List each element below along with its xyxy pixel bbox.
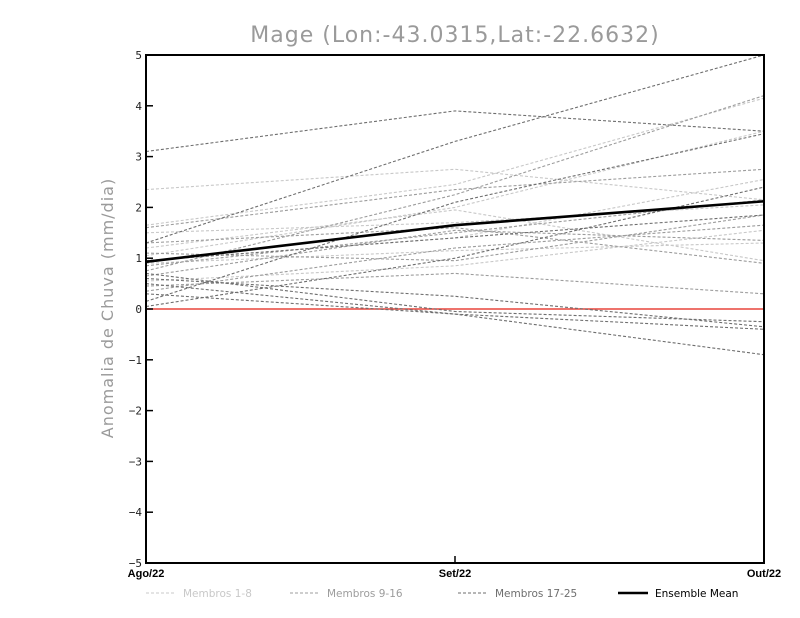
y-tick-label: −4 [129,506,143,519]
series-layer [145,54,765,356]
series-line-member-15 [145,224,765,292]
y-tick-label: −2 [129,405,142,418]
y-tick-label: 4 [135,100,142,113]
series-line-member-1 [145,168,765,201]
series-line-member-13 [145,272,765,295]
series-line-member-3 [145,209,765,262]
series-line-member-5 [145,130,765,257]
series-line-member-14 [145,227,765,264]
y-tick-label: 2 [135,201,142,214]
series-line-member-24 [145,214,765,262]
series-line-member-23 [145,186,765,308]
y-axis-label: Anomalia de Chuva (mm/dia) [98,178,117,438]
series-line-ensemble-mean [145,200,765,264]
legend-label-group2: Membros 9-16 [327,588,403,600]
y-tick-label: −3 [129,455,142,468]
legend-label-group1: Membros 1-8 [183,588,252,600]
legend-label-group3: Membros 17-25 [495,588,577,600]
x-tick-label: Ago/22 [128,568,165,580]
chart-title: Mage (Lon:-43.0315,Lat:-22.6632) [250,23,659,48]
legend-label-mean: Ensemble Mean [655,588,738,600]
series-line-member-25 [145,293,765,330]
legend: Membros 1-8 Membros 9-16 Membros 17-25 Ense… [146,588,738,600]
y-tick-label: −5 [129,557,142,570]
series-line-member-22 [145,272,765,323]
series-line-member-6 [145,229,765,282]
x-tick-label: Set/22 [439,568,471,580]
series-line-member-18 [145,54,765,244]
series-line-member-21 [145,133,765,302]
series-line-member-9 [145,95,765,272]
y-tick-label: 5 [135,49,142,62]
y-tick-label: −1 [129,354,142,367]
series-line-member-10 [145,168,765,229]
y-tick-label: 0 [135,303,142,316]
y-tick-label: 3 [135,151,142,164]
series-line-member-20 [145,283,765,356]
y-tick-label: 1 [135,252,142,265]
series-line-member-11 [145,229,765,277]
series-line-member-2 [145,97,765,226]
series-line-member-12 [145,214,765,262]
x-tick-label: Out/22 [747,568,781,580]
series-line-member-19 [145,277,765,328]
series-line-member-17 [145,110,765,153]
axes-layer: −5 −4 −3 −2 −1 0 1 2 3 4 5 Ago/22 Set/22 Out/22 [128,49,781,580]
series-line-member-16 [145,199,765,267]
series-line-member-4 [145,242,765,264]
